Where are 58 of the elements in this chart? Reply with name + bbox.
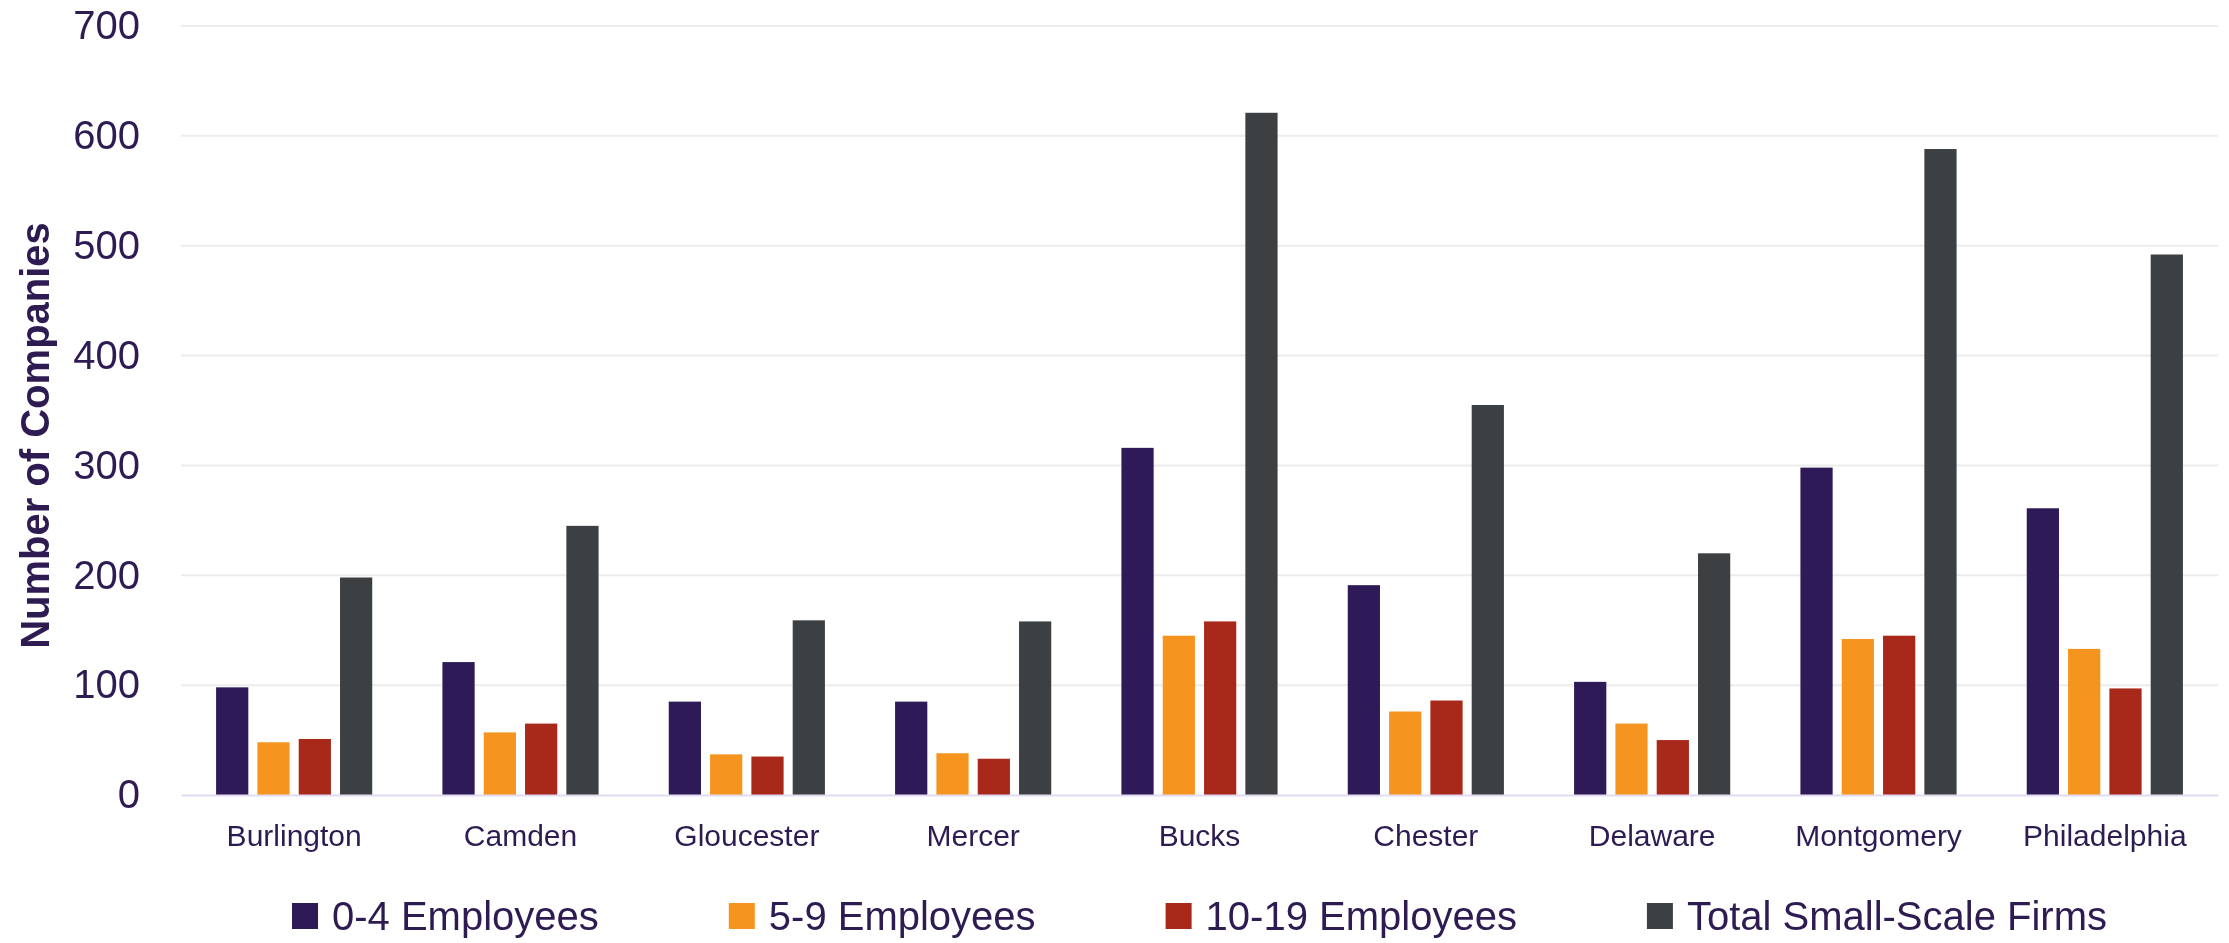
- bar: [668, 701, 701, 795]
- y-tick-label: 500: [73, 223, 140, 268]
- y-tick-label: 600: [73, 113, 140, 158]
- bar: [1121, 447, 1154, 795]
- legend-label: 5-9 Employees: [768, 894, 1036, 938]
- y-tick-label: 200: [73, 552, 140, 597]
- bar: [1204, 621, 1237, 795]
- bar: [1656, 740, 1689, 795]
- x-tick-label: Montgomery: [1795, 819, 1962, 853]
- bar: [2068, 648, 2101, 795]
- bar: [936, 753, 969, 795]
- legend-label: 10-19 Employees: [1205, 894, 1517, 938]
- bar: [977, 758, 1010, 795]
- bar: [1883, 635, 1916, 795]
- bar: [2109, 688, 2142, 795]
- x-tick-label: Chester: [1373, 819, 1479, 853]
- bar: [1574, 681, 1607, 795]
- bar: [1841, 639, 1874, 795]
- bar: [1471, 405, 1504, 795]
- bar: [895, 701, 928, 795]
- bar: [792, 620, 825, 795]
- x-tick-label: Delaware: [1588, 819, 1716, 853]
- bar: [2026, 508, 2059, 795]
- legend-label: 0-4 Employees: [332, 894, 599, 938]
- bar: [257, 742, 290, 795]
- bar: [1245, 112, 1278, 795]
- bar: [751, 756, 784, 795]
- y-tick-label: 400: [73, 332, 140, 377]
- y-tick-label: 700: [73, 3, 140, 48]
- bar: [710, 754, 743, 795]
- bar: [525, 723, 558, 795]
- bar: [1615, 723, 1648, 795]
- y-tick-label: 100: [73, 662, 140, 707]
- x-tick-label: Mercer: [926, 819, 1020, 853]
- bar: [1347, 585, 1380, 795]
- bar: [1800, 467, 1833, 795]
- bar: [442, 662, 475, 795]
- x-tick-label: Bucks: [1158, 819, 1241, 853]
- bar: [483, 732, 516, 795]
- bar: [1430, 700, 1463, 795]
- bar: [298, 738, 331, 795]
- bar: [1698, 553, 1731, 795]
- bar: [340, 577, 373, 795]
- legend-label: Total Small-Scale Firms: [1686, 894, 2107, 938]
- x-tick-label: Philadelphia: [2023, 819, 2187, 853]
- y-tick-label: 0: [117, 772, 140, 817]
- bar: [216, 687, 249, 795]
- bar: [2150, 254, 2183, 795]
- x-tick-label: Burlington: [226, 819, 362, 853]
- bar: [1924, 149, 1957, 795]
- x-tick-label: Camden: [463, 819, 578, 853]
- bar: [1019, 621, 1052, 795]
- x-tick-label: Gloucester: [674, 819, 820, 853]
- y-axis-title: Number of Companies: [13, 222, 57, 649]
- bar: [1389, 711, 1422, 795]
- bar: [566, 525, 599, 795]
- y-tick-label: 300: [73, 442, 140, 487]
- bar: [1162, 635, 1195, 795]
